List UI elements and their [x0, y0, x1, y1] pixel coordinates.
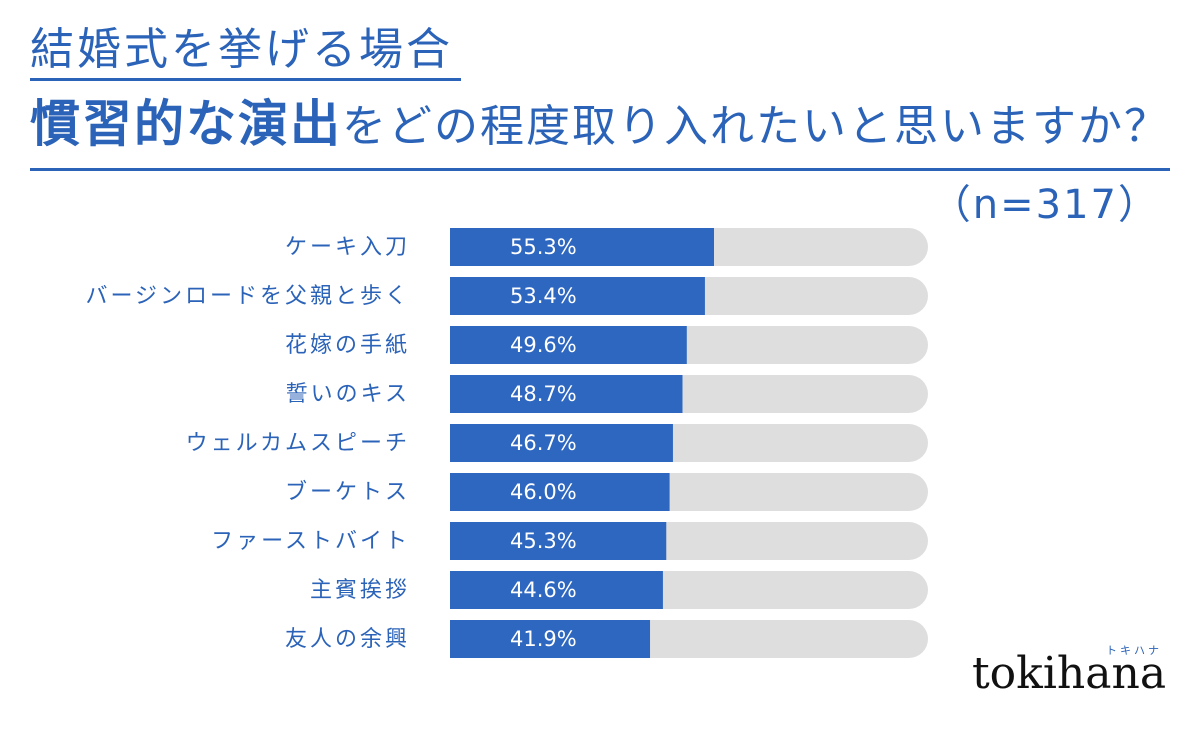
category-label: 友人の余興	[285, 627, 410, 652]
title-emphasis: 慣習的な演出	[30, 95, 342, 153]
data-label: 48.7%	[510, 382, 577, 406]
title-block: 結婚式を挙げる場合	[30, 22, 461, 81]
category-label: ウェルカムスピーチ	[186, 431, 410, 456]
bar	[450, 228, 714, 266]
bar	[450, 473, 670, 511]
title-question: をどの程度取り入れたいと思いますか？	[342, 101, 1170, 152]
bar	[450, 424, 673, 462]
data-label: 41.9%	[510, 627, 577, 651]
data-label: 49.6%	[510, 333, 577, 357]
data-label: 55.3%	[510, 235, 577, 259]
logo-kana: トキハナ	[1106, 644, 1162, 657]
title-line-1: 結婚式を挙げる場合	[30, 22, 461, 81]
title-line-2: 慣習的な演出をどの程度取り入れたいと思いますか？	[30, 92, 1170, 171]
bar	[450, 277, 705, 315]
category-label: ブーケトス	[285, 480, 410, 505]
bar	[450, 571, 663, 609]
category-label: ケーキ入刀	[285, 235, 410, 260]
data-label: 46.0%	[510, 480, 577, 504]
category-label: 主賓挨拶	[310, 578, 410, 603]
bar	[450, 326, 687, 364]
tokihana-logo: トキハナ tokihana	[972, 640, 1166, 720]
bar	[450, 375, 683, 413]
category-label: 花嫁の手紙	[285, 333, 410, 358]
data-label: 53.4%	[510, 284, 577, 308]
sample-size: （n=317）	[930, 182, 1160, 228]
category-label: バージンロードを父親と歩く	[85, 284, 410, 309]
data-label: 46.7%	[510, 431, 577, 455]
category-label: ファーストバイト	[211, 529, 410, 554]
data-label: 44.6%	[510, 578, 577, 602]
category-label: 誓いのキス	[286, 382, 410, 407]
logo-text: tokihana	[972, 648, 1167, 699]
bar	[450, 522, 667, 560]
data-label: 45.3%	[510, 529, 577, 553]
bar	[450, 620, 651, 658]
